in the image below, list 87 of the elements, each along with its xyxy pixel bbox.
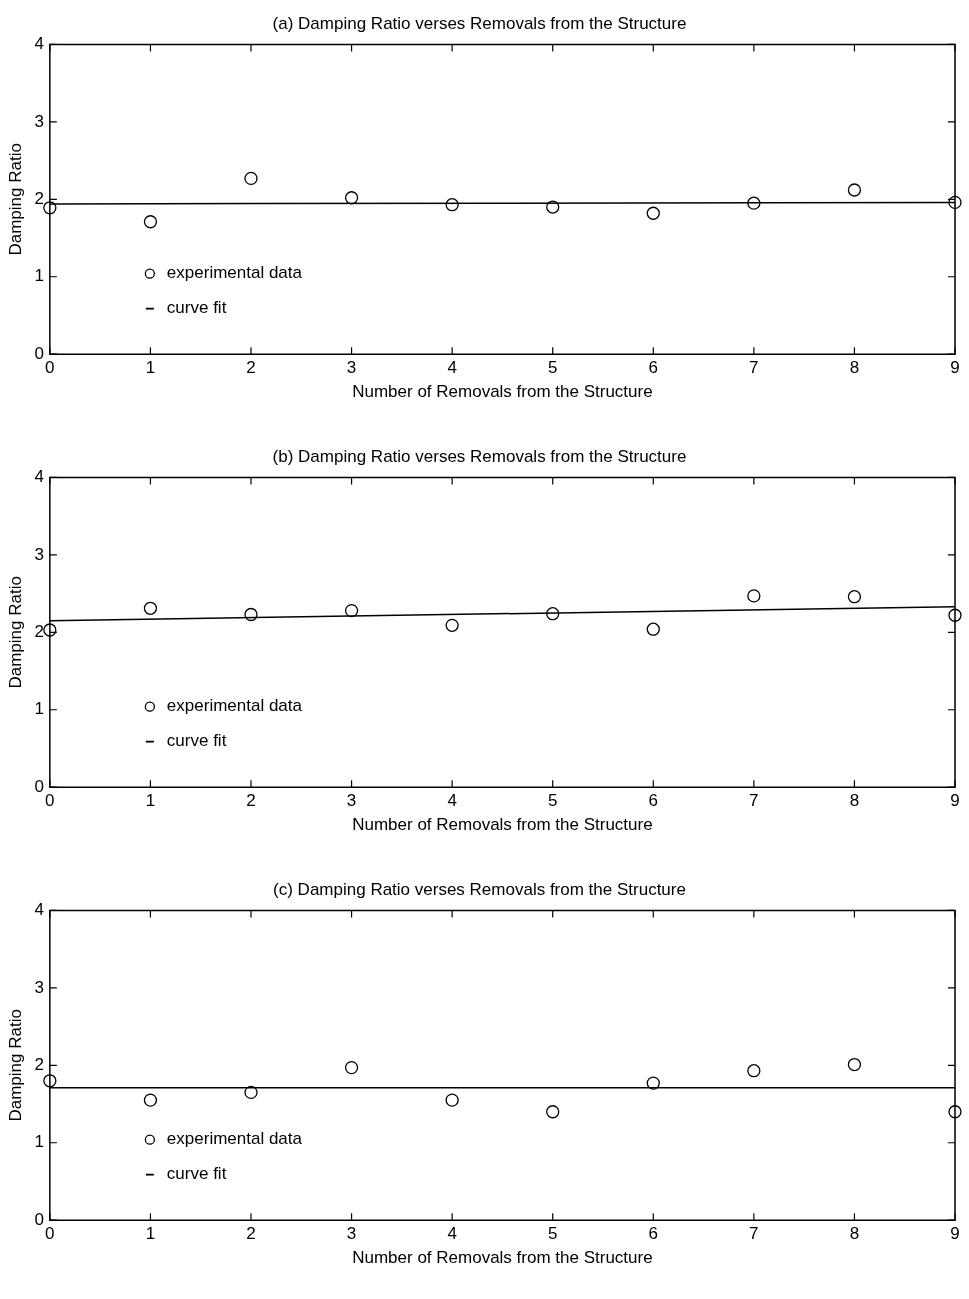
point [143,601,158,615]
y-tick-label: 2 [34,188,44,208]
y-tick-label: 1 [34,699,44,719]
legend-label: experimental data [166,696,303,716]
legend-label: curve fit [166,731,227,751]
x-tick-label: 1 [145,791,156,811]
y-tick-label: 0 [34,1209,44,1229]
point [445,618,459,632]
x-tick-label: 4 [447,358,457,378]
legend-label: experimental data [166,1129,303,1149]
x-tick-label: 5 [547,1224,558,1244]
x-tick-label: 1 [145,1224,156,1244]
point [646,206,660,220]
point [445,198,459,212]
y-tick-label: 1 [34,1132,44,1152]
x-tick-label: 7 [749,1224,759,1244]
point [948,1105,962,1119]
x-axis-title: Number of Removals from the Structure [352,382,653,402]
x-tick-label: 2 [246,791,256,811]
point [847,590,862,604]
y-tick-label: 3 [34,544,44,564]
point [143,215,158,229]
x-tick-label: 3 [346,1224,357,1244]
x-tick-label: 6 [648,1224,659,1244]
point [747,589,761,603]
x-tick-label: 1 [145,358,156,378]
y-tick-label: 4 [34,34,44,54]
point [43,623,57,637]
x-tick-label: 9 [950,1224,960,1244]
point [546,200,560,214]
y-tick-label: 1 [34,266,44,286]
point [43,1074,57,1088]
point [344,191,359,205]
x-tick-label: 7 [749,791,759,811]
x-tick-label: 9 [950,791,960,811]
y-tick-label: 3 [34,111,44,131]
y-tick-label: 0 [34,343,44,363]
x-tick-label: 5 [547,358,558,378]
y-tick-label: 2 [34,1054,44,1074]
x-tick-label: 4 [447,1224,457,1244]
x-tick-label: 6 [648,358,659,378]
x-tick-label: 3 [346,791,357,811]
x-tick-label: 3 [346,358,357,378]
x-tick-label: 4 [447,791,457,811]
chart-title: (c) Damping Ratio verses Removals from the Structure [273,879,686,899]
point [344,1060,359,1075]
x-tick-label: 2 [246,1224,256,1244]
x-tick-label: 8 [849,358,860,378]
point [747,1064,761,1078]
y-tick-label: 0 [34,776,44,796]
point [747,196,761,210]
point [646,622,660,636]
x-axis-title: Number of Removals from the Structure [352,815,653,835]
x-tick-label: 6 [648,791,659,811]
y-axis-title: Damping Ratio [5,143,25,256]
legend-label: curve fit [166,1164,227,1184]
y-tick-label: 2 [34,621,44,641]
point [244,171,258,186]
y-axis-title: Damping Ratio [5,1009,25,1122]
x-tick-label: 7 [749,358,759,378]
point [847,1057,862,1072]
point [445,1093,459,1107]
chart-title: (b) Damping Ratio verses Removals from the Structure [272,446,687,466]
y-tick-label: 4 [34,900,44,920]
legend-label: experimental data [166,263,303,283]
x-tick-label: 9 [950,358,960,378]
x-tick-label: 8 [849,791,860,811]
point [847,183,862,197]
point [546,1105,560,1119]
x-tick-label: 8 [849,1224,860,1244]
point [244,607,258,622]
point [244,1085,258,1100]
y-axis-title: Damping Ratio [5,576,25,689]
x-tick-label: 5 [547,791,558,811]
point [948,195,962,210]
point [948,608,962,622]
x-axis-title: Number of Removals from the Structure [352,1248,653,1268]
y-tick-label: 3 [34,977,44,997]
point [43,201,57,215]
chart-title: (a) Damping Ratio verses Removals from the Structure [272,13,687,33]
y-tick-label: 4 [34,467,44,487]
point [344,603,359,618]
point [646,1076,660,1090]
x-tick-label: 2 [246,358,256,378]
point [143,1093,158,1107]
point [546,607,560,621]
legend-label: curve fit [166,298,227,318]
